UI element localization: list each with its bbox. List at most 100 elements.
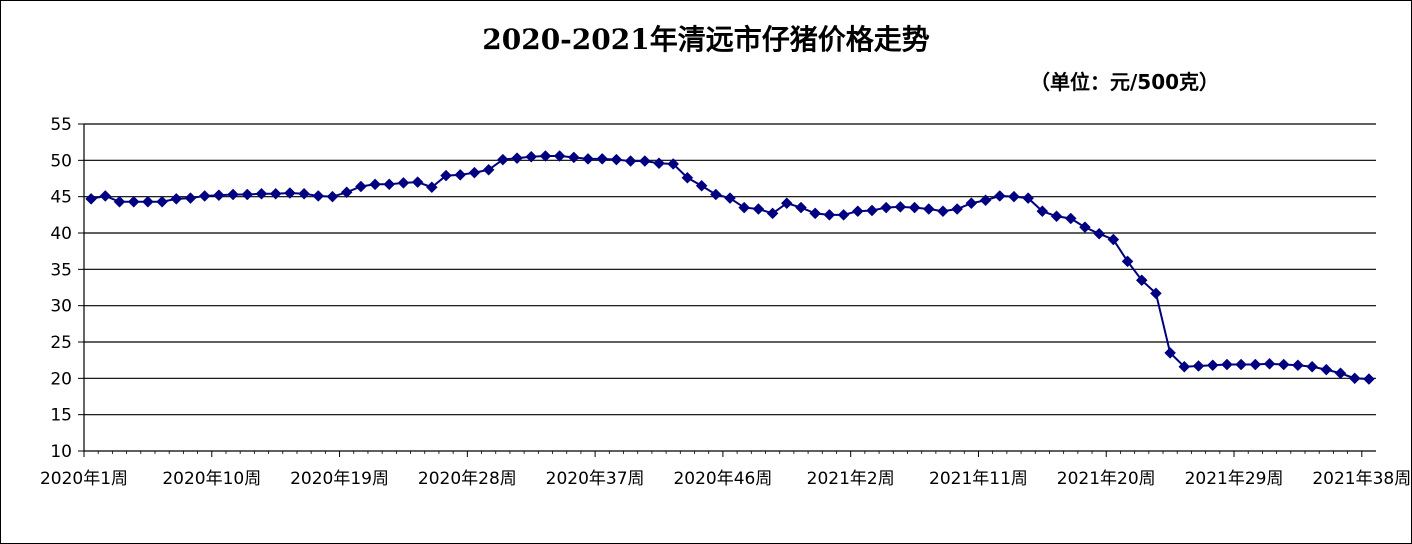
data-point: [553, 150, 566, 162]
data-point: [979, 194, 992, 207]
data-point: [269, 187, 282, 200]
data-point: [369, 178, 381, 191]
data-point: [894, 200, 907, 213]
data-point: [766, 207, 779, 220]
data-point: [1093, 227, 1105, 240]
x-tick-label: 2021年2周: [807, 469, 895, 489]
data-point: [1164, 347, 1176, 359]
data-point: [397, 177, 410, 189]
x-tick-label: 2020年28周: [418, 469, 517, 489]
data-point: [255, 187, 268, 200]
data-point: [965, 197, 978, 210]
data-point: [1249, 358, 1262, 371]
data-point: [752, 203, 765, 215]
y-tick-label: 10: [50, 442, 72, 462]
data-point: [170, 192, 183, 205]
data-point: [440, 169, 452, 182]
data-point: [709, 188, 722, 201]
data-point: [724, 192, 736, 204]
data-point: [610, 153, 623, 166]
data-point: [596, 153, 609, 165]
data-point: [695, 179, 708, 192]
data-point: [1050, 210, 1063, 223]
data-point: [951, 203, 964, 215]
data-point: [383, 178, 396, 191]
data-point: [1178, 360, 1191, 373]
y-tick-label: 45: [50, 188, 72, 208]
data-point: [1334, 367, 1347, 380]
data-point: [567, 151, 580, 164]
data-point: [227, 188, 239, 201]
data-point: [355, 180, 367, 193]
series-line: [90, 154, 1369, 381]
data-point: [1221, 358, 1233, 371]
y-tick-label: 50: [50, 151, 72, 171]
data-point: [425, 181, 438, 194]
x-tick-label: 2020年19周: [290, 469, 389, 489]
y-tick-label: 35: [50, 260, 72, 280]
data-point: [156, 195, 168, 208]
x-tick-label: 2020年46周: [673, 469, 772, 489]
data-point: [1150, 287, 1162, 300]
data-point: [638, 155, 651, 167]
data-point: [1135, 274, 1148, 287]
data-point: [284, 187, 296, 199]
unit-note: （单位：元/500克）: [1030, 70, 1220, 94]
data-point: [937, 205, 949, 218]
data-point: [866, 204, 878, 217]
data-point: [198, 190, 211, 202]
data-point: [482, 163, 495, 176]
data-point: [922, 203, 935, 215]
data-point: [539, 150, 552, 162]
data-point: [809, 207, 822, 220]
data-point: [454, 169, 467, 181]
data-point: [738, 201, 751, 214]
data-point: [1022, 192, 1035, 204]
data-point: [653, 157, 665, 170]
data-point: [1036, 205, 1049, 218]
x-tick-label: 2021年29周: [1185, 469, 1284, 489]
data-point: [326, 190, 339, 203]
x-tick-label: 2021年11周: [929, 469, 1028, 489]
data-point: [1008, 190, 1020, 203]
y-tick-label: 55: [50, 115, 72, 135]
data-point: [1320, 363, 1333, 376]
data-point: [1079, 221, 1091, 234]
data-point: [511, 152, 523, 165]
data-point: [496, 153, 509, 166]
data-point: [127, 195, 140, 208]
data-point: [213, 189, 225, 202]
data-point: [142, 195, 154, 208]
data-point: [908, 201, 921, 214]
x-tick-label: 2020年1周: [40, 469, 128, 489]
data-point: [1363, 373, 1375, 385]
data-point: [780, 197, 793, 210]
data-point: [667, 158, 680, 170]
data-point: [113, 195, 126, 208]
x-tick-label: 2021年20周: [1057, 469, 1156, 489]
data-point: [340, 186, 353, 199]
data-point: [1064, 212, 1077, 225]
y-tick-label: 30: [50, 297, 72, 317]
data-point: [411, 176, 424, 188]
data-point: [1206, 359, 1219, 372]
data-point: [312, 190, 325, 202]
data-point: [468, 166, 481, 179]
data-point: [1121, 255, 1134, 268]
data-point: [851, 205, 864, 218]
data-point: [1192, 360, 1205, 372]
data-point: [624, 155, 637, 167]
x-tick-label: 2020年37周: [546, 469, 645, 489]
data-point: [993, 190, 1006, 202]
data-point: [582, 153, 594, 165]
data-point: [1263, 357, 1276, 370]
data-point: [795, 201, 807, 214]
data-point: [525, 150, 538, 163]
data-point: [1107, 233, 1120, 246]
chart-title: 2020-2021年清远市仔猪价格走势: [482, 23, 930, 56]
data-point: [823, 208, 836, 221]
data-point: [85, 192, 97, 205]
data-point: [1235, 358, 1247, 371]
